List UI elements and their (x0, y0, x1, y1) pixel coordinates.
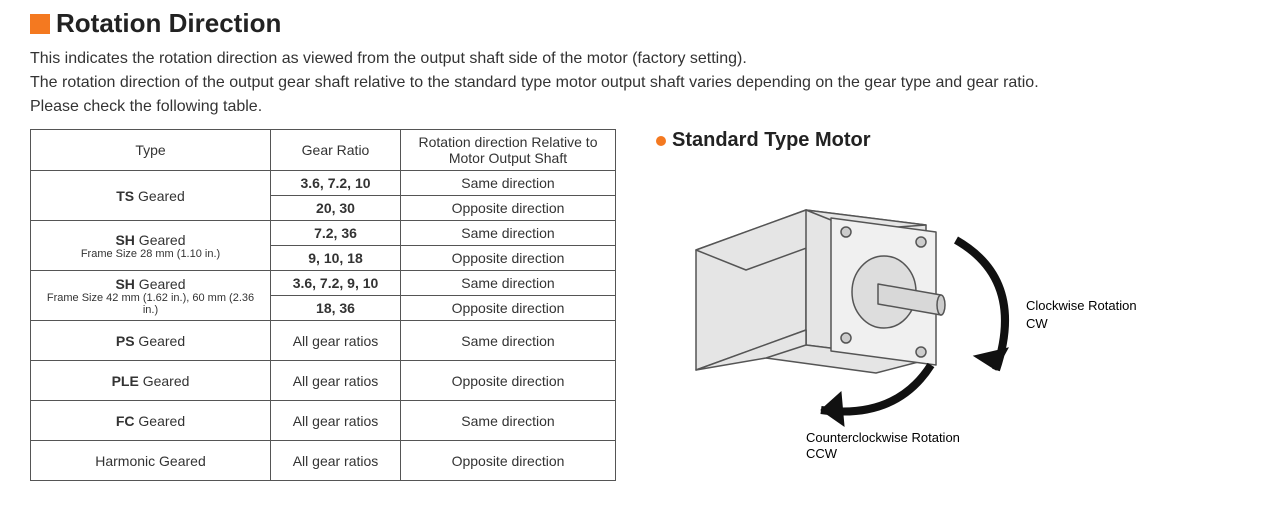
direction-cell: Opposite direction (401, 441, 616, 481)
direction-cell: Same direction (401, 221, 616, 246)
ratio-cell: All gear ratios (271, 401, 401, 441)
ratio-cell: 9, 10, 18 (271, 246, 401, 271)
table-row: PLE GearedAll gear ratiosOpposite direct… (31, 361, 616, 401)
intro-line-1: This indicates the rotation direction as… (30, 50, 747, 67)
direction-cell: Same direction (401, 401, 616, 441)
type-cell: Harmonic Geared (31, 441, 271, 481)
intro-paragraph: This indicates the rotation direction as… (30, 47, 1250, 119)
table-row: FC GearedAll gear ratiosSame direction (31, 401, 616, 441)
type-cell: SH GearedFrame Size 42 mm (1.62 in.), 60… (31, 271, 271, 321)
ccw-label-2: CCW (806, 446, 838, 460)
table-row: Harmonic GearedAll gear ratiosOpposite d… (31, 441, 616, 481)
gear-table: Type Gear Ratio Rotation direction Relat… (30, 129, 616, 481)
direction-cell: Opposite direction (401, 361, 616, 401)
intro-line-3: Please check the following table. (30, 98, 262, 115)
type-cell: PS Geared (31, 321, 271, 361)
header-direction: Rotation direction Relative to Motor Out… (401, 130, 616, 171)
ratio-cell: All gear ratios (271, 441, 401, 481)
ratio-cell: All gear ratios (271, 361, 401, 401)
ccw-arrow-icon (821, 365, 931, 426)
direction-cell: Opposite direction (401, 196, 616, 221)
type-cell: SH GearedFrame Size 28 mm (1.10 in.) (31, 221, 271, 271)
cw-arrow-icon (956, 240, 1008, 370)
table-row: TS Geared3.6, 7.2, 10Same direction (31, 171, 616, 196)
motor-body-icon (696, 210, 945, 373)
cw-label-2: CW (1026, 316, 1048, 331)
content-row: Type Gear Ratio Rotation direction Relat… (30, 129, 1250, 481)
ratio-cell: 18, 36 (271, 296, 401, 321)
table-row: SH GearedFrame Size 28 mm (1.10 in.)7.2,… (31, 221, 616, 246)
type-cell: TS Geared (31, 171, 271, 221)
cw-label-1: Clockwise Rotation (1026, 298, 1137, 313)
type-cell: FC Geared (31, 401, 271, 441)
ratio-cell: 7.2, 36 (271, 221, 401, 246)
ratio-cell: 20, 30 (271, 196, 401, 221)
direction-cell: Same direction (401, 271, 616, 296)
square-bullet-icon (30, 14, 50, 34)
direction-cell: Same direction (401, 321, 616, 361)
direction-cell: Opposite direction (401, 296, 616, 321)
table-row: PS GearedAll gear ratiosSame direction (31, 321, 616, 361)
header-ratio: Gear Ratio (271, 130, 401, 171)
type-cell: PLE Geared (31, 361, 271, 401)
intro-line-2: The rotation direction of the output gea… (30, 74, 1039, 91)
motor-panel: Standard Type Motor (656, 129, 1250, 460)
table-header-row: Type Gear Ratio Rotation direction Relat… (31, 130, 616, 171)
ccw-label-1: Counterclockwise Rotation (806, 430, 960, 445)
ratio-cell: 3.6, 7.2, 10 (271, 171, 401, 196)
section-title: Rotation Direction (30, 8, 1250, 39)
motor-title-text: Standard Type Motor (672, 129, 871, 152)
direction-cell: Same direction (401, 171, 616, 196)
ratio-cell: 3.6, 7.2, 9, 10 (271, 271, 401, 296)
heading: Rotation Direction (56, 8, 281, 39)
dot-bullet-icon (656, 136, 666, 146)
table-row: SH GearedFrame Size 42 mm (1.62 in.), 60… (31, 271, 616, 296)
direction-cell: Opposite direction (401, 246, 616, 271)
motor-diagram: Clockwise Rotation CW Counterclockwise R… (656, 160, 1176, 460)
motor-title: Standard Type Motor (656, 129, 1250, 152)
header-type: Type (31, 130, 271, 171)
ratio-cell: All gear ratios (271, 321, 401, 361)
